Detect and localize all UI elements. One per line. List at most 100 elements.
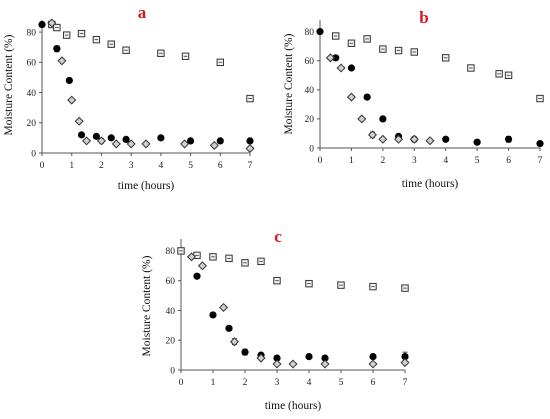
circle-marker [363, 93, 371, 101]
y-tick-label: 0 [170, 366, 175, 376]
circle-marker [92, 132, 100, 140]
diamond-marker [47, 18, 57, 28]
y-tick-label: 40 [27, 89, 37, 99]
x-tick-label: 7 [248, 161, 253, 171]
circle-marker [225, 324, 233, 332]
diamond-marker [245, 143, 255, 153]
diamond-marker [82, 136, 92, 146]
diamond-marker [272, 359, 282, 369]
diamond-marker [197, 261, 207, 271]
x-tick-label: 1 [69, 161, 74, 171]
y-tick-label: 80 [27, 28, 37, 38]
circle-marker [209, 311, 217, 319]
diamond-marker [367, 130, 377, 140]
x-tick-label: 7 [538, 156, 543, 166]
y-tick-label: 60 [27, 59, 37, 69]
diamond-marker [368, 359, 378, 369]
circle-marker [316, 28, 324, 36]
diamond-marker [357, 114, 367, 124]
diamond-marker [57, 56, 67, 66]
y-axis-title: Moisture Content (%) [283, 33, 295, 134]
circle-marker [347, 64, 356, 72]
x-tick-label: 5 [475, 156, 480, 166]
panel-b: 0 1 2 3 4 5 6 7 0 20 40 60 80 time (hours) Moisture Co… [283, 8, 544, 190]
circle-marker [157, 134, 165, 142]
panel-label: c [274, 227, 282, 246]
y-axis-title: Moisture Content (%) [3, 34, 15, 135]
y-tick-label: 40 [166, 307, 176, 317]
diamond-marker [320, 359, 330, 369]
x-tick-label: 3 [412, 156, 417, 166]
x-tick-label: 7 [403, 378, 408, 388]
y-axis-title: Moisture Content (%) [141, 255, 153, 356]
diamond-marker [288, 359, 298, 369]
diamond-marker [209, 140, 219, 150]
diamond-marker [409, 134, 419, 144]
x-tick-label: 4 [158, 161, 163, 171]
y-tick-label: 0 [31, 149, 36, 159]
circle-marker [536, 140, 544, 148]
circle-marker [77, 131, 86, 139]
panel-label: a [138, 3, 147, 22]
circle-marker [216, 137, 224, 145]
diamond-marker [180, 139, 190, 149]
y-tick-label: 80 [305, 28, 315, 38]
circle-marker [122, 135, 130, 143]
circle-marker [193, 272, 201, 280]
diamond-marker [336, 63, 346, 73]
x-tick-label: 3 [129, 161, 134, 171]
x-tick-label: 5 [188, 161, 193, 171]
circle-marker [186, 137, 195, 145]
x-tick-label: 0 [318, 156, 323, 166]
y-tick-label: 80 [166, 247, 176, 257]
diamond-marker [346, 92, 356, 102]
x-tick-label: 2 [243, 378, 248, 388]
diamond-marker [325, 53, 335, 63]
circle-marker [241, 348, 249, 356]
diamond-marker [219, 302, 229, 312]
circle-marker [305, 353, 313, 361]
x-tick-label: 1 [211, 378, 216, 388]
x-tick-label: 4 [307, 378, 312, 388]
x-tick-label: 0 [40, 161, 45, 171]
circle-marker [246, 137, 254, 145]
x-axis-title: time (hours) [118, 180, 175, 192]
panel-a: 0 1 2 3 4 5 6 7 0 20 40 60 80 time (hours) Moisture Co… [3, 3, 255, 192]
y-tick-label: 40 [305, 86, 315, 96]
diamond-marker [111, 139, 121, 149]
circle-marker [53, 45, 61, 53]
circle-marker [273, 354, 281, 362]
y-tick-label: 20 [166, 337, 176, 347]
x-tick-label: 3 [275, 378, 280, 388]
circle-marker [504, 135, 513, 143]
x-tick-label: 6 [371, 378, 376, 388]
diamond-marker [229, 337, 239, 347]
diamond-marker [126, 139, 136, 149]
x-tick-label: 2 [99, 161, 104, 171]
circle-marker [332, 54, 340, 62]
panel-label: b [419, 8, 428, 27]
circle-marker [401, 353, 409, 361]
circle-marker [369, 353, 377, 361]
panel-c: 0 1 2 3 4 5 6 7 0 20 40 60 80 time (hours) Moisture Co… [141, 227, 410, 412]
circle-marker [107, 134, 115, 142]
diamond-marker [394, 134, 404, 144]
y-tick-label: 60 [166, 277, 176, 287]
circle-marker [442, 135, 450, 143]
diamond-marker [187, 252, 197, 262]
circle-marker [38, 20, 46, 29]
circle-marker [321, 354, 329, 362]
x-axis-title: time (hours) [402, 178, 459, 190]
x-tick-label: 0 [179, 378, 184, 388]
y-tick-label: 20 [27, 119, 37, 129]
diamond-marker [74, 116, 84, 126]
x-tick-label: 6 [218, 161, 223, 171]
x-tick-label: 1 [349, 156, 354, 166]
diamond-marker [96, 136, 106, 146]
circle-marker [473, 138, 481, 146]
diamond-marker [425, 136, 435, 146]
x-tick-label: 2 [380, 156, 385, 166]
y-tick-label: 60 [305, 57, 315, 67]
x-tick-label: 5 [339, 378, 344, 388]
